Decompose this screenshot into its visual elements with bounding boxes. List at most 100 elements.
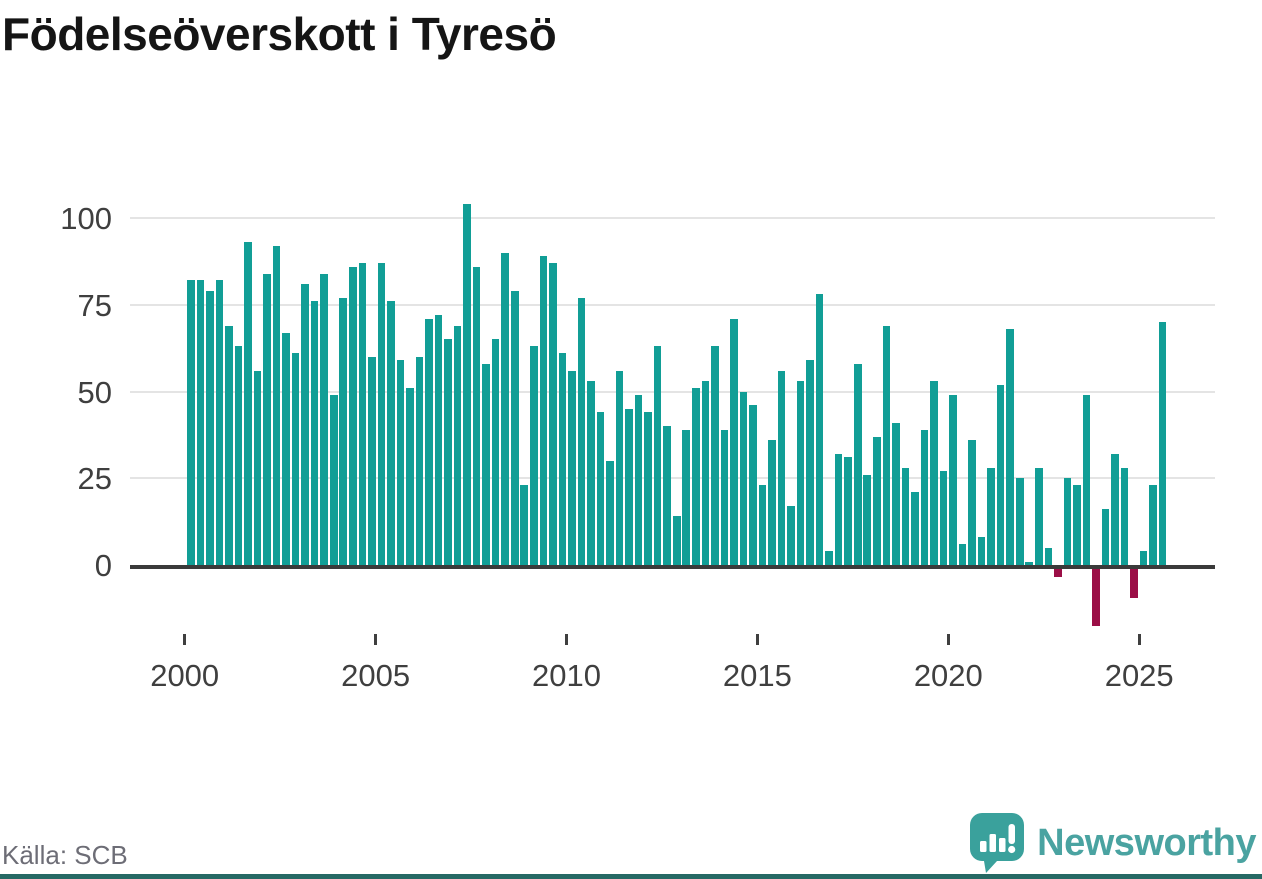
source-note: Källa: SCB [2, 840, 128, 870]
bar-2025Q1 [1139, 551, 1148, 565]
y-axis-label-100: 100 [60, 201, 112, 236]
plot-area: 0 25 50 75 100 2000 2005 2010 2015 2020 2025 [60, 201, 1215, 693]
bar-2021Q4 [1015, 478, 1024, 565]
newsworthy-logo-icon [969, 812, 1025, 874]
bar-2010Q2 [577, 297, 586, 565]
bar-2008Q1 [491, 339, 500, 565]
bar-2002Q3 [282, 332, 290, 565]
bar-2019Q2 [920, 429, 929, 565]
x-axis-label-2020: 2020 [913, 658, 983, 693]
bar-2017Q1 [834, 453, 843, 565]
bar-2001Q3 [244, 242, 252, 565]
bar-2014Q4 [749, 405, 757, 565]
brand-footer: Newsworthy [969, 812, 1256, 874]
bar-2014Q3 [739, 391, 748, 565]
bar-2006Q3 [434, 315, 443, 565]
chart-title: Födelseöverskott i Tyresö [2, 8, 557, 60]
bar-2006Q4 [444, 339, 452, 565]
bar-2020Q1 [949, 394, 957, 565]
bar-2016Q2 [806, 360, 814, 565]
bar-2016Q4 [825, 551, 833, 565]
bar-2002Q1 [263, 273, 271, 565]
bar-2009Q4 [558, 353, 567, 565]
bar-2000Q1 [187, 280, 195, 565]
bar-2000Q4 [215, 280, 224, 565]
bar-2013Q4 [711, 346, 719, 565]
bar-2012Q2 [653, 346, 662, 565]
bar-2023Q2 [1073, 485, 1081, 565]
y-axis-label-0: 0 [94, 548, 112, 583]
bar-2007Q1 [453, 325, 462, 565]
brand-wordmark: Newsworthy [1037, 821, 1256, 864]
bar-2018Q3 [892, 422, 900, 565]
bar-2005Q3 [396, 360, 405, 565]
x-axis-line [130, 565, 1215, 569]
bar-2000Q3 [206, 290, 214, 565]
bar-2025Q3 [1158, 322, 1167, 565]
bar-2005Q2 [387, 301, 395, 565]
bar-2006Q2 [425, 318, 433, 565]
bar-2018Q2 [882, 325, 891, 565]
x-axis-label-2000: 2000 [150, 658, 220, 693]
bar-2002Q4 [291, 353, 300, 565]
bar-2016Q1 [796, 381, 805, 565]
x-axis-tick-2020 [946, 634, 950, 645]
x-axis-label-2025: 2025 [1104, 658, 1174, 693]
bar-2024Q2 [1111, 453, 1119, 565]
bar-2017Q2 [844, 457, 853, 565]
x-axis-label-2010: 2010 [532, 658, 601, 693]
bar-2000Q2 [196, 280, 205, 565]
bar-2021Q2 [996, 384, 1005, 565]
bar-2013Q3 [701, 381, 710, 565]
bar-2010Q3 [587, 381, 595, 565]
bar-2011Q3 [625, 408, 633, 565]
bar-2020Q2 [958, 544, 967, 565]
y-axis-label-75: 75 [77, 287, 112, 323]
bar-2010Q1 [568, 370, 576, 565]
bar-2008Q3 [510, 290, 519, 565]
bar-2017Q3 [853, 363, 862, 565]
bar-2001Q1 [225, 325, 233, 565]
bar-2004Q4 [368, 356, 376, 565]
bar-2015Q4 [787, 506, 795, 565]
bar-2015Q2 [768, 440, 776, 565]
y-axis-label-50: 50 [77, 374, 112, 410]
bar-2022Q4 [1054, 569, 1062, 578]
bar-2018Q4 [901, 467, 910, 565]
bar-2023Q1 [1063, 478, 1072, 565]
bar-2009Q1 [530, 346, 538, 565]
bar-2020Q3 [968, 440, 976, 565]
bar-2002Q2 [272, 245, 281, 565]
bar-2010Q4 [596, 412, 605, 565]
bar-2013Q2 [691, 388, 700, 565]
x-axis-label-2015: 2015 [722, 658, 792, 693]
gridline-y100 [130, 217, 1215, 219]
bar-2005Q1 [377, 263, 386, 565]
bar-2011Q4 [634, 394, 643, 565]
bar-2012Q4 [672, 516, 681, 565]
bar-2014Q1 [720, 429, 729, 565]
bar-2001Q2 [234, 346, 243, 565]
bar-2019Q1 [911, 492, 919, 565]
bar-2024Q4 [1130, 569, 1138, 599]
gridline-y75 [130, 303, 1215, 306]
bar-2013Q1 [682, 429, 691, 565]
bar-2011Q2 [615, 370, 624, 565]
bar-2003Q1 [301, 283, 309, 565]
bar-2009Q2 [539, 256, 548, 565]
bar-2004Q1 [339, 297, 348, 565]
bar-2003Q3 [320, 273, 328, 565]
bar-2015Q1 [758, 485, 767, 565]
bar-2020Q4 [977, 537, 986, 565]
x-axis-tick-2000 [183, 634, 187, 645]
bar-2008Q2 [501, 252, 510, 565]
bar-2015Q3 [777, 370, 786, 565]
bar-2017Q4 [863, 474, 872, 565]
bar-2007Q2 [463, 204, 471, 565]
bar-2009Q3 [549, 263, 557, 565]
x-axis-tick-2010 [565, 634, 568, 645]
bar-2022Q1 [1025, 561, 1034, 565]
bar-2008Q4 [520, 485, 529, 565]
bar-2022Q2 [1034, 467, 1043, 565]
